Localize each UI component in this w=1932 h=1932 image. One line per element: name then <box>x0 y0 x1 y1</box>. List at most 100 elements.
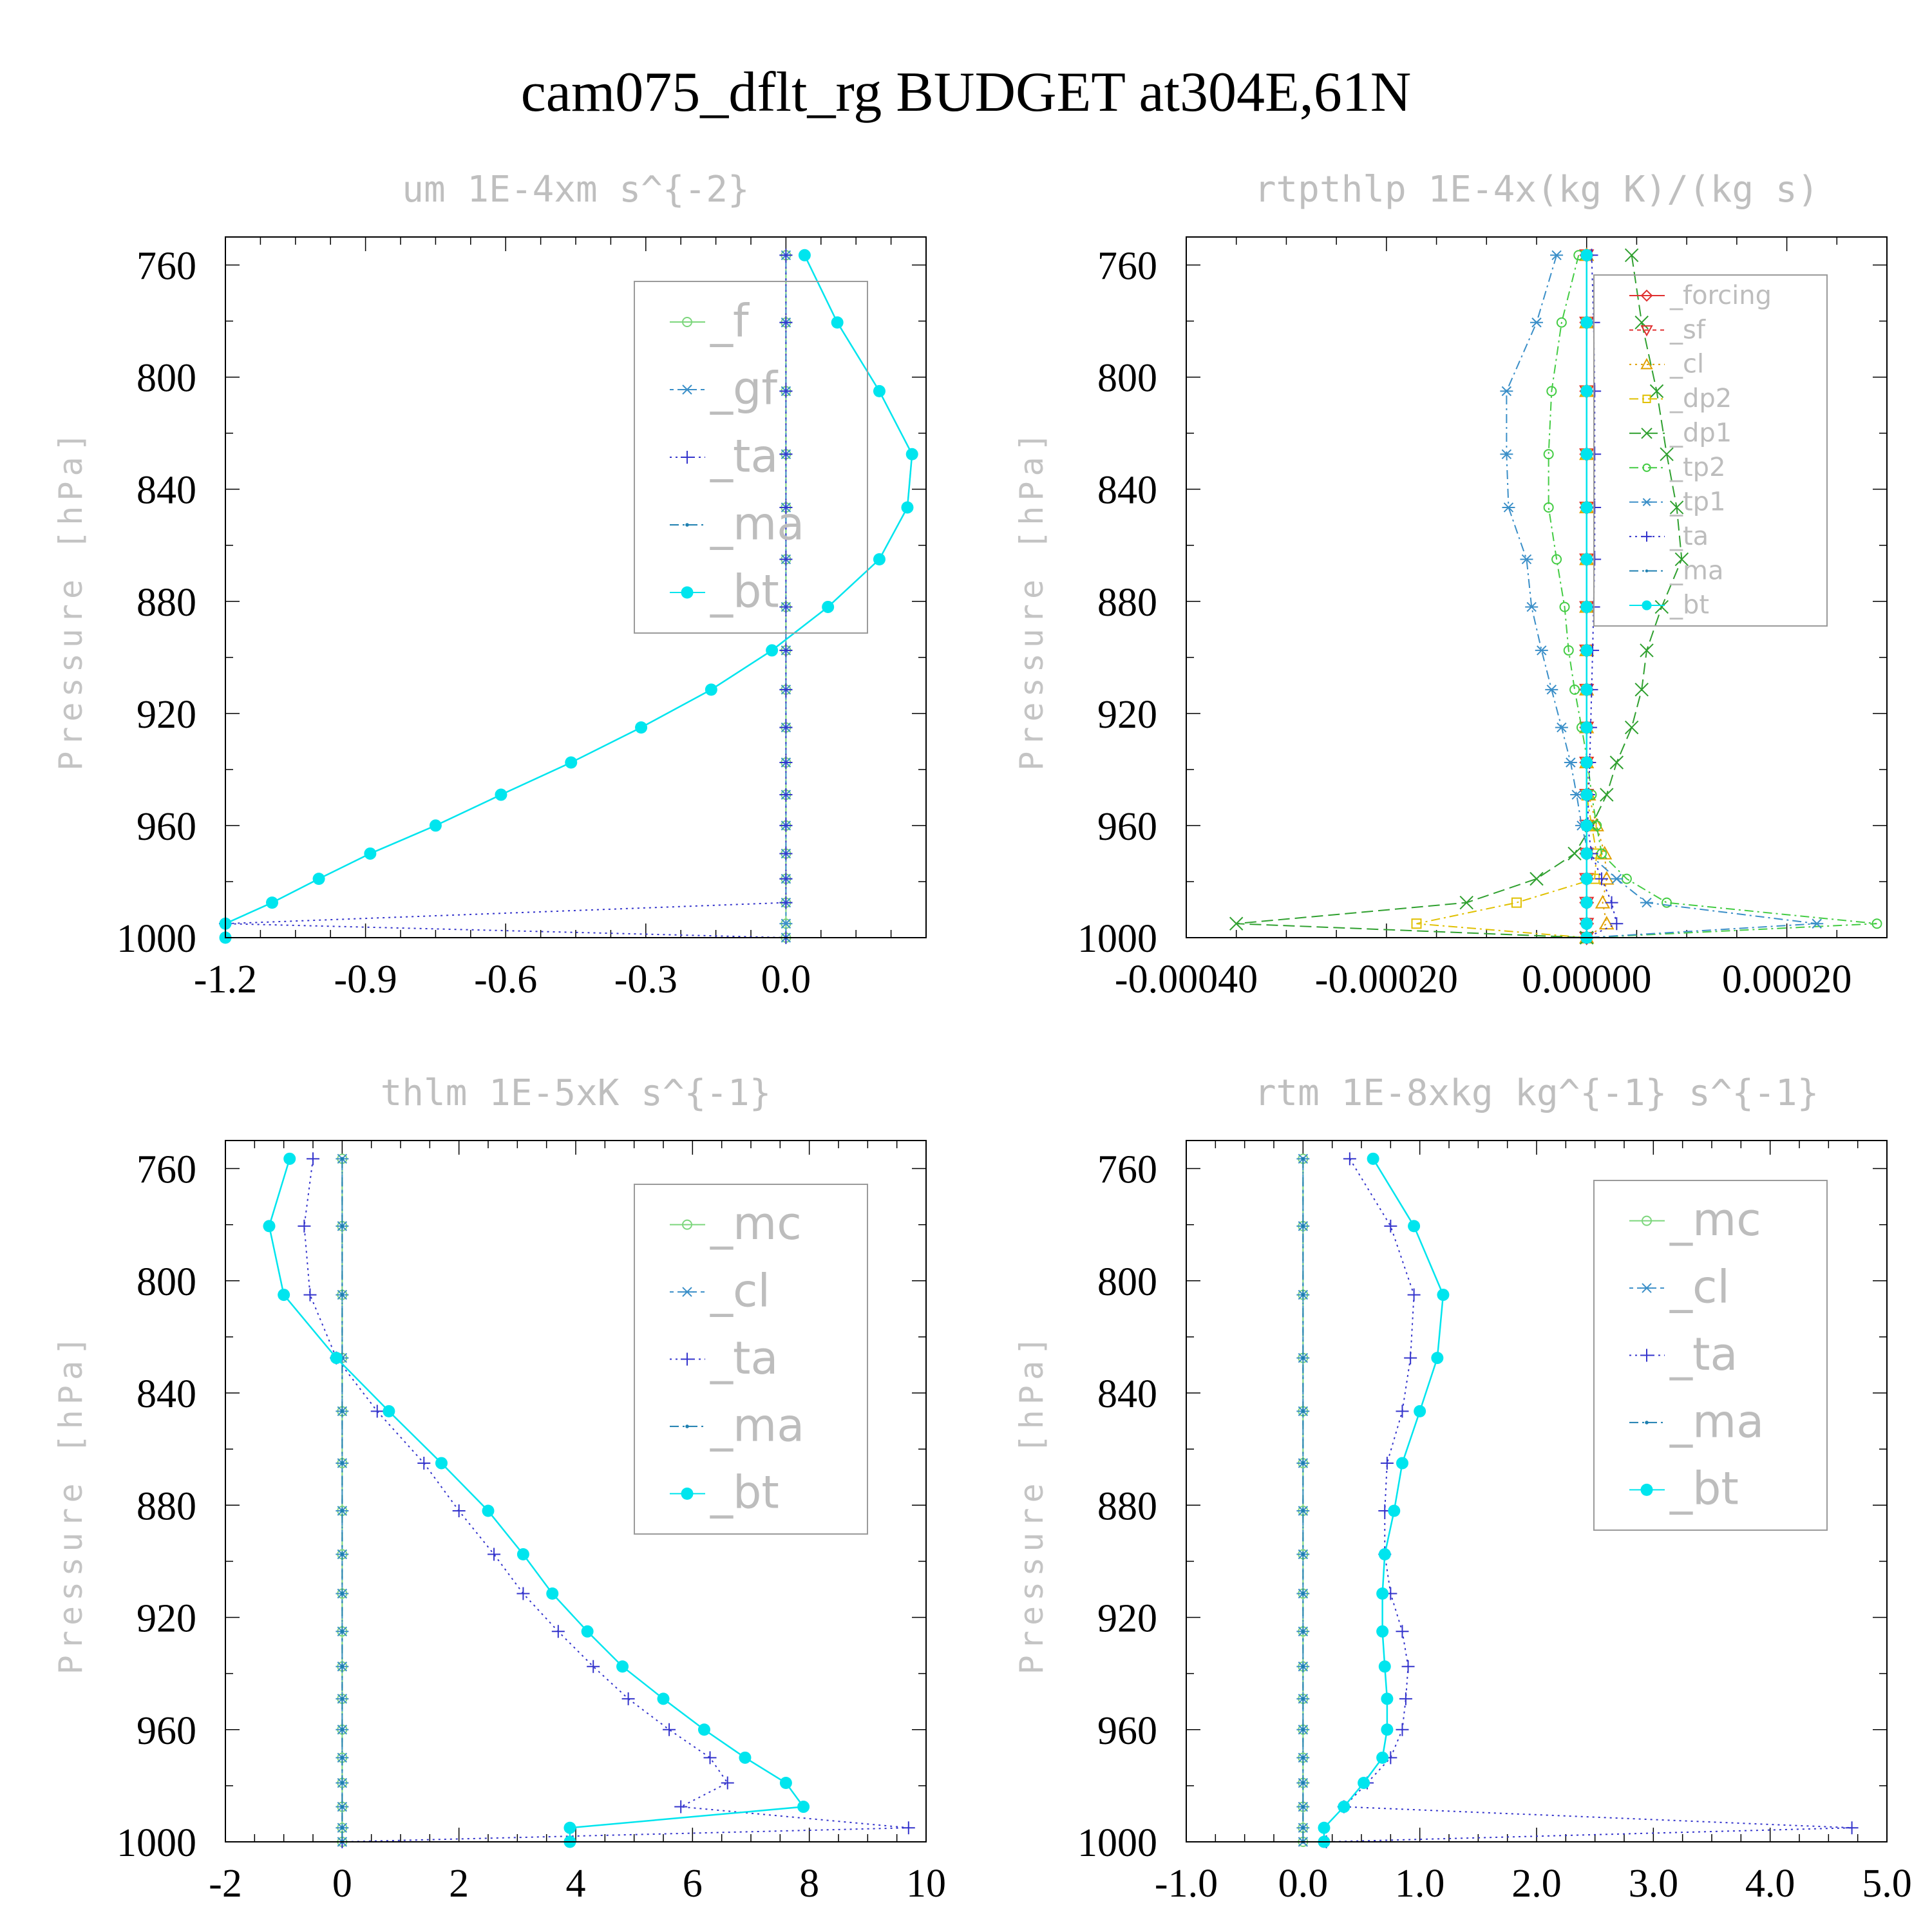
data-point <box>1580 819 1593 832</box>
data-point <box>779 721 793 734</box>
legend-label: _bt <box>1669 591 1709 620</box>
data-point <box>1580 644 1593 657</box>
data-point <box>1301 1727 1305 1732</box>
data-point <box>1301 1664 1305 1669</box>
data-point <box>1654 600 1669 614</box>
legend-marker <box>1640 289 1653 302</box>
legend-marker <box>681 384 694 395</box>
data-point <box>1580 553 1593 565</box>
legend-marker <box>685 523 689 527</box>
y-tick-label: 800 <box>137 1260 196 1304</box>
data-point <box>779 847 793 860</box>
data-point <box>266 896 279 909</box>
y-axis-label: Pressure [hPa] <box>52 1331 90 1674</box>
y-tick-label: 960 <box>1097 1709 1157 1753</box>
legend-label: _cl <box>1669 1260 1730 1313</box>
y-tick-label: 1000 <box>117 1821 196 1865</box>
data-point <box>1500 449 1513 459</box>
y-tick-label: 840 <box>137 469 196 513</box>
data-point <box>1567 846 1582 861</box>
data-point <box>340 1157 345 1161</box>
y-tick-label: 760 <box>137 245 196 289</box>
data-point <box>1555 722 1568 733</box>
data-point <box>364 847 377 860</box>
legend-label: _ta <box>1669 522 1709 551</box>
series-line <box>225 254 913 938</box>
legend-item: _dp1 <box>1629 419 1732 448</box>
x-tick-label: -0.3 <box>614 958 677 1001</box>
legend-label: _ta <box>710 1332 778 1385</box>
data-point <box>703 1751 717 1765</box>
y-tick-label: 760 <box>1097 1148 1157 1192</box>
legend-label: _bt <box>710 565 779 618</box>
data-point <box>1580 448 1593 460</box>
legend-item: _ta <box>1629 1328 1738 1381</box>
data-point <box>779 643 793 657</box>
series-tp2 <box>1543 250 1882 943</box>
data-point <box>1301 1409 1305 1414</box>
legend-marker <box>1640 325 1653 337</box>
plot-frame <box>225 1140 927 1842</box>
data-point <box>1605 896 1618 909</box>
data-point <box>1301 1756 1305 1760</box>
data-point <box>1580 917 1593 930</box>
x-tick-label: 1.0 <box>1395 1862 1445 1906</box>
y-axis-label: Pressure [hPa] <box>1013 427 1050 770</box>
legend-item: _bt <box>1629 1463 1739 1515</box>
legend-label: _mc <box>710 1197 802 1250</box>
data-point <box>1404 1351 1417 1365</box>
data-point <box>902 1821 915 1835</box>
legend: _forcing _sf _cl _dp2 _dp1 _tp2 _tp1 _ta _ma _bt <box>1593 274 1828 627</box>
data-point <box>1502 502 1515 513</box>
data-point <box>1376 1751 1389 1764</box>
data-point <box>1388 1504 1401 1517</box>
data-point <box>1610 917 1624 931</box>
legend-marker <box>1642 600 1652 611</box>
data-point <box>1520 554 1533 565</box>
legend-item: _ta <box>670 1332 778 1385</box>
data-point <box>831 316 844 329</box>
y-tick-label: 880 <box>1097 1484 1157 1528</box>
data-point <box>1580 873 1593 886</box>
data-point <box>1662 897 1672 908</box>
data-point <box>340 1591 345 1596</box>
y-tick-label: 960 <box>137 805 196 849</box>
series-ma <box>1301 1157 1305 1844</box>
data-point <box>1550 250 1564 260</box>
data-point <box>1411 918 1422 929</box>
data-point <box>705 683 717 696</box>
data-point <box>307 1152 319 1166</box>
legend-label: _ma <box>1669 556 1723 585</box>
series-bt <box>219 249 918 944</box>
data-point <box>1500 386 1513 397</box>
data-point <box>1580 683 1593 696</box>
data-point <box>822 600 835 613</box>
legend-item: _tp1 <box>1629 487 1726 516</box>
y-tick-label: 840 <box>1097 469 1157 513</box>
legend-marker <box>1645 569 1649 573</box>
data-point <box>739 1751 752 1764</box>
data-point <box>340 1409 345 1414</box>
legend-marker <box>1642 498 1652 506</box>
data-point <box>1396 1405 1409 1418</box>
data-point <box>452 1504 466 1517</box>
legend-marker <box>1642 531 1652 542</box>
data-point <box>901 501 914 514</box>
data-point <box>721 1776 734 1790</box>
data-point <box>1525 601 1539 612</box>
data-point <box>1640 897 1653 908</box>
panel-1: um 1E-4xm s^{-2} Pressure [hPa] 760 800 840 8… <box>52 169 927 1001</box>
y-tick-label: 760 <box>1097 245 1157 289</box>
x-tick-label: -0.00020 <box>1315 958 1458 1001</box>
legend-marker <box>1640 357 1653 370</box>
data-point <box>1580 896 1593 909</box>
data-point <box>1600 788 1614 802</box>
y-tick-label: 920 <box>1097 1597 1157 1641</box>
data-point <box>1610 873 1624 884</box>
y-tick-label: 760 <box>137 1148 196 1192</box>
legend-marker <box>1645 1421 1649 1425</box>
data-point <box>1530 317 1543 328</box>
x-tick-label: 4 <box>566 1862 586 1906</box>
y-tick-label: 880 <box>1097 581 1157 625</box>
data-point <box>1301 1781 1305 1785</box>
